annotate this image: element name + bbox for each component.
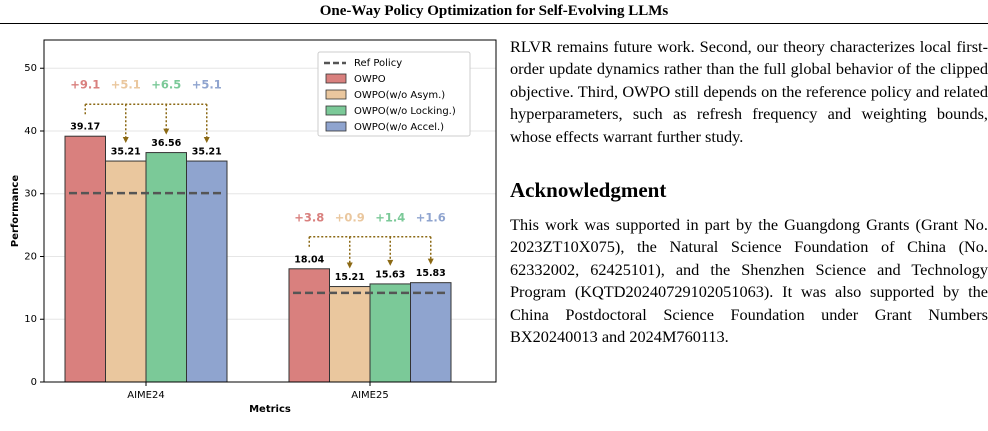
arrow-head (427, 258, 434, 265)
legend-box (317, 51, 471, 137)
value-label: 39.17 (70, 122, 100, 133)
y-tick-label: 40 (24, 126, 37, 137)
legend-label: OWPO(w/o Asym.) (354, 90, 445, 101)
section-heading: Acknowledgment (510, 178, 667, 203)
arrow-head (203, 137, 210, 144)
bar (64, 135, 106, 383)
text-column: RLVR remains future work. Second, our th… (510, 36, 988, 348)
legend-swatch (325, 105, 347, 116)
value-label: 15.63 (375, 269, 405, 280)
arrow-head (122, 137, 129, 144)
y-tick-label: 0 (31, 377, 37, 388)
delta-annotation: +3.8 (294, 210, 324, 224)
chart: 0 10 20 30 40 50 Performance Metrics AIME24 39.17… (10, 39, 497, 415)
arrow-head (163, 128, 170, 135)
legend-label: OWPO(w/o Accel.) (354, 122, 444, 133)
paragraph: RLVR remains future work. Second, our th… (510, 37, 988, 146)
value-label: 35.21 (192, 147, 222, 158)
delta-annotation: +1.4 (375, 210, 405, 224)
x-tick-label: AIME24 (127, 390, 164, 401)
y-tick-label: 30 (24, 189, 37, 200)
bar (186, 160, 228, 383)
delta-annotation: +5.1 (111, 78, 141, 92)
arrow-head (387, 259, 394, 266)
legend-label: OWPO (354, 74, 386, 85)
paragraph: This work was supported in part by the G… (510, 215, 988, 347)
bar (410, 282, 452, 383)
value-label: 15.83 (416, 268, 446, 279)
delta-annotation: +9.1 (70, 78, 100, 92)
value-label: 18.04 (294, 254, 324, 265)
axes-frame (43, 39, 497, 383)
bar (105, 160, 147, 383)
x-axis-label: Metrics (249, 404, 291, 415)
bar (329, 286, 371, 383)
y-tick-label: 10 (24, 314, 37, 325)
x-tick-label: AIME25 (351, 390, 388, 401)
legend-swatch (325, 121, 347, 132)
value-label: 36.56 (151, 138, 181, 149)
legend-label: OWPO(w/o Locking.) (354, 106, 456, 117)
y-axis-label: Performance (10, 175, 21, 247)
delta-annotation: +6.5 (151, 78, 181, 92)
header-rule (0, 23, 988, 24)
value-label: 35.21 (111, 147, 141, 158)
y-tick-label: 20 (24, 251, 37, 262)
y-tick-label: 50 (24, 63, 37, 74)
bar (145, 152, 187, 383)
delta-annotation: +5.1 (192, 78, 222, 92)
legend-label: Ref Policy (354, 58, 402, 69)
bar (369, 283, 411, 383)
delta-annotation: +1.6 (416, 210, 446, 224)
delta-annotation: +0.9 (335, 210, 365, 224)
legend-swatch (325, 73, 347, 84)
bar (288, 268, 330, 383)
legend-swatch (325, 89, 347, 100)
arrow-head (346, 262, 353, 269)
value-label: 15.21 (335, 272, 365, 283)
running-title: One-Way Policy Optimization for Self-Evo… (319, 3, 669, 19)
